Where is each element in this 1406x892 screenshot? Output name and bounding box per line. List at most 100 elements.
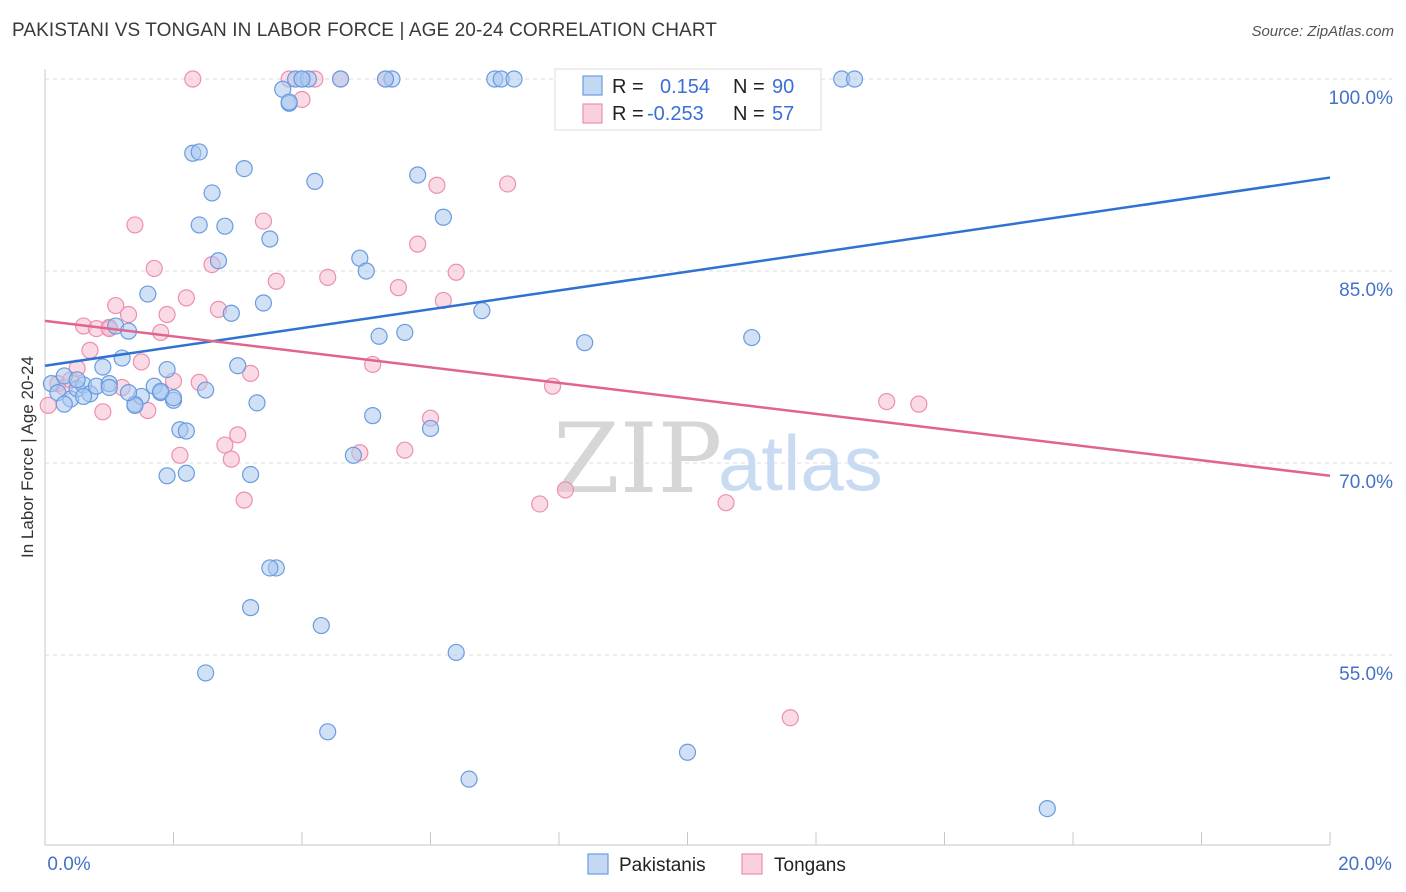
pakistani-point-53	[421, 419, 440, 438]
pakistani-point-23	[190, 216, 208, 234]
pakistani-point-62	[576, 334, 594, 352]
pakistani-point-78	[68, 371, 86, 389]
pakistani-point-77	[55, 395, 73, 413]
pakistani-point-45	[344, 446, 362, 464]
source-label: Source: ZipAtlas.com	[1251, 23, 1394, 40]
watermark-zip: ZIP	[553, 403, 722, 515]
pakistani-point-15	[139, 285, 157, 303]
tongan-point-54	[910, 395, 928, 413]
tongan-point-28	[235, 491, 253, 509]
tongan-point-51	[717, 494, 735, 512]
pakistani-point-85	[293, 70, 311, 88]
pakistani-point-60	[505, 70, 523, 88]
tongan-points	[39, 70, 928, 727]
tongan-point-6	[81, 341, 99, 359]
pakistani-point-47	[357, 262, 375, 280]
tongan-point-42	[409, 235, 427, 253]
legend-n-value-pakistani: 90	[772, 76, 794, 98]
pakistani-point-34	[261, 230, 279, 248]
pakistani-point-27	[216, 217, 234, 235]
tongan-point-31	[267, 272, 285, 290]
pakistani-point-31	[242, 465, 260, 484]
pakistani-points	[42, 70, 1056, 818]
tongan-point-16	[145, 259, 163, 278]
pakistani-point-79	[74, 387, 93, 406]
pakistani-point-28	[222, 304, 240, 322]
pakistani-point-84	[242, 599, 260, 617]
legend-r-value-tongan: -0.253	[647, 103, 704, 125]
pakistani-point-30	[235, 160, 253, 178]
pakistani-point-54	[434, 208, 452, 226]
tongan-point-18	[158, 305, 176, 324]
pakistani-point-55	[447, 643, 465, 662]
legend-n-label-tongan: N =	[733, 103, 765, 125]
tongan-point-29	[242, 364, 260, 382]
pakistani-point-18	[158, 360, 176, 379]
tongan-trend-line	[44, 319, 1331, 478]
pakistani-point-74	[177, 422, 195, 440]
tongan-point-17	[152, 323, 170, 342]
pakistani-point-88	[190, 143, 208, 161]
tongan-point-14	[132, 353, 150, 371]
trend-lines	[44, 176, 1331, 478]
x-tick-label-min: 0.0%	[47, 854, 90, 875]
pakistani-point-41	[306, 172, 324, 190]
pakistani-point-87	[280, 93, 298, 111]
tongan-point-26	[222, 450, 240, 468]
series-legend-swatch-pakistani	[587, 853, 609, 875]
pakistani-point-76	[158, 467, 176, 485]
x-ticks	[44, 832, 1331, 845]
y-tick-label-100: 100.0%	[1329, 88, 1394, 109]
series-legend-swatch-tongan	[741, 853, 763, 875]
pakistani-point-56	[460, 770, 478, 788]
pakistani-point-71	[1038, 799, 1056, 818]
pakistani-point-86	[376, 70, 395, 88]
pakistani-point-72	[845, 70, 864, 88]
pakistani-point-81	[119, 384, 138, 402]
pakistani-point-57	[473, 302, 491, 320]
pakistani-point-66	[678, 743, 697, 761]
y-tick-label-85: 85.0%	[1339, 280, 1393, 301]
watermark: ZIP atlas	[553, 403, 883, 515]
pakistani-point-89	[152, 382, 170, 400]
chart-title: PAKISTANI VS TONGAN IN LABOR FORCE | AGE…	[12, 20, 718, 41]
pakistani-point-8	[94, 358, 112, 376]
pakistani-point-25	[203, 184, 221, 202]
tongan-point-25	[216, 436, 234, 454]
tongan-point-35	[319, 268, 337, 286]
tongan-point-40	[389, 279, 407, 297]
y-tick-label-55: 55.0%	[1339, 664, 1393, 685]
tongan-point-48	[531, 495, 549, 513]
pakistani-point-24	[197, 381, 215, 399]
tongan-point-41	[396, 441, 414, 459]
legend-n-label-pakistani: N =	[733, 76, 765, 98]
pakistani-point-26	[209, 252, 228, 270]
legend-r-label-tongan: R =	[612, 103, 644, 125]
tongan-point-44	[428, 176, 446, 194]
pakistani-point-83	[197, 664, 215, 682]
pakistani-point-80	[100, 378, 118, 397]
tongan-point-27	[229, 426, 247, 444]
tongan-point-8	[94, 403, 112, 421]
pakistani-point-49	[370, 327, 388, 345]
pakistani-point-69	[743, 328, 761, 347]
series-legend-label-tongan: Tongans	[774, 855, 846, 876]
series-legend: Pakistanis Tongans	[587, 853, 846, 876]
pakistani-point-42	[312, 616, 330, 635]
series-legend-label-pakistani: Pakistanis	[619, 855, 706, 876]
tongan-point-53	[878, 392, 896, 411]
tongan-point-13	[126, 216, 144, 234]
tongan-point-21	[177, 289, 195, 307]
pakistani-point-43	[319, 723, 337, 741]
tongan-point-12	[119, 305, 138, 324]
tongan-point-46	[447, 263, 465, 281]
y-tick-labels: 55.0% 70.0% 85.0% 100.0%	[1329, 88, 1394, 685]
tongan-point-50	[556, 481, 575, 499]
pakistani-point-75	[261, 559, 279, 577]
tongan-point-20	[171, 446, 189, 464]
pakistani-point-32	[248, 394, 266, 412]
tongan-point-30	[254, 212, 273, 230]
pakistani-point-52	[409, 166, 427, 184]
legend-n-value-tongan: 57	[772, 103, 794, 125]
